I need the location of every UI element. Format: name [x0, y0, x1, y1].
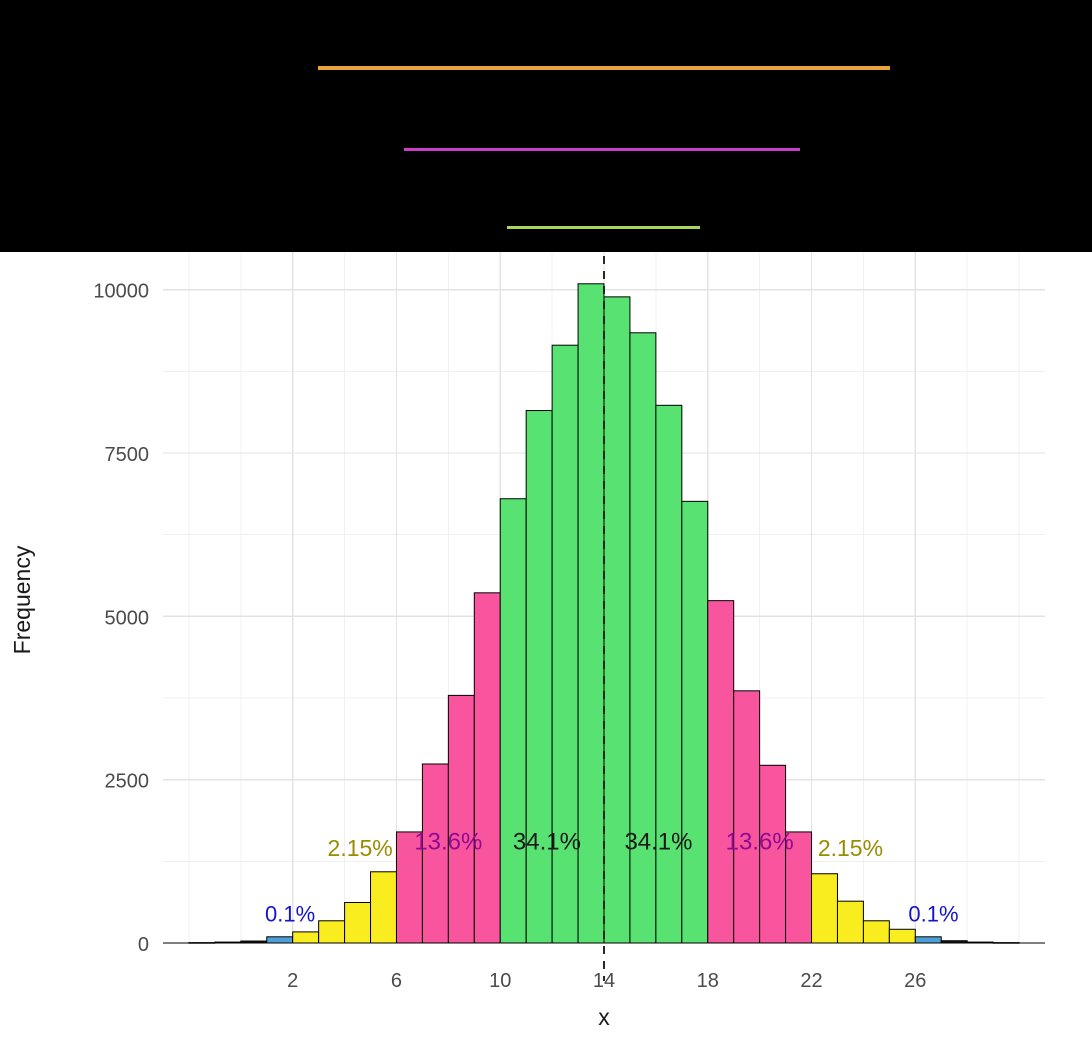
y-tick-label: 5000 — [105, 607, 150, 629]
histogram-bar — [499, 498, 527, 944]
histogram-bar — [603, 296, 631, 944]
histogram-bar — [551, 344, 579, 944]
region-label: 2.15% — [818, 835, 883, 861]
x-tick-label: 18 — [697, 970, 719, 992]
y-axis-title: Frequency — [9, 545, 35, 654]
y-tick-label: 7500 — [105, 444, 150, 466]
title-rule-magenta — [404, 148, 800, 151]
histogram-bar — [966, 941, 994, 944]
histogram-bar — [188, 942, 216, 944]
histogram-bar — [811, 873, 838, 944]
x-tick-label: 2 — [287, 970, 298, 992]
histogram-bar — [785, 831, 813, 944]
y-tick-label: 10000 — [93, 281, 149, 303]
x-tick-label: 10 — [489, 970, 511, 992]
histogram-bar — [370, 871, 397, 944]
histogram-bar — [681, 500, 709, 944]
region-label: 34.1% — [624, 829, 692, 856]
histogram-bar — [525, 410, 553, 944]
region-label: 0.1% — [908, 901, 958, 926]
x-tick-label: 26 — [904, 970, 926, 992]
x-axis-title: x — [598, 1004, 610, 1030]
histogram-bar — [733, 690, 761, 944]
x-tick-label: 22 — [800, 970, 822, 992]
title-rule-orange — [318, 66, 890, 70]
x-tick-label: 14 — [593, 970, 615, 992]
y-tick-label: 0 — [138, 934, 149, 956]
region-label: 13.6% — [726, 829, 794, 856]
histogram-bar — [447, 694, 475, 944]
histogram-bar — [292, 931, 320, 944]
histogram-bar — [914, 936, 942, 944]
region-label: 0.1% — [265, 901, 315, 926]
histogram-bar — [992, 942, 1020, 944]
title-rule-green — [507, 226, 700, 229]
histogram-bar — [473, 592, 501, 944]
histogram-panel: 2 6 10 14 18 22 26 0 2500 5000 7500 10000 x Frequency… — [0, 252, 1092, 1048]
histogram-bar — [862, 920, 890, 944]
histogram-bar — [655, 404, 683, 944]
histogram-svg: 2 6 10 14 18 22 26025005000750010000xFrequency… — [9, 252, 1045, 1030]
region-label: 2.15% — [328, 835, 393, 861]
histogram-bar — [940, 940, 968, 944]
x-tick-label: 6 — [391, 970, 402, 992]
histogram-bar — [836, 900, 864, 944]
region-label: 13.6% — [414, 829, 482, 856]
histogram-bar — [888, 928, 916, 944]
y-tick-label: 2500 — [105, 771, 150, 793]
histogram-bar — [214, 941, 242, 944]
histogram-bar — [240, 940, 268, 944]
header — [0, 0, 1092, 252]
histogram-bar — [707, 600, 735, 944]
histogram-bar — [266, 936, 294, 944]
histogram-bar — [629, 332, 657, 944]
histogram-bar — [577, 283, 605, 944]
region-label: 34.1% — [513, 829, 581, 856]
histogram-bar — [344, 901, 372, 944]
histogram-bar — [318, 920, 346, 944]
